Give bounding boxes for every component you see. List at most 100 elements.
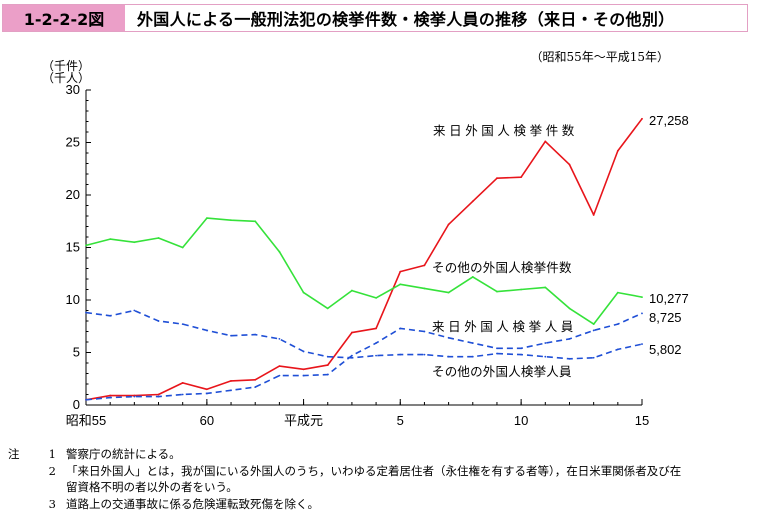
data-point <box>616 150 619 152</box>
y-unit-label: （千人） <box>42 71 90 85</box>
note-2-continued: 留資格不明の者以外の者をいう。 <box>66 480 238 494</box>
data-point <box>496 177 498 180</box>
data-point <box>616 323 619 326</box>
data-point <box>496 347 498 350</box>
data-point <box>230 389 232 392</box>
series-line-3 <box>85 312 643 401</box>
note-text: 「来日外国人」とは，我が国にいる外国人のうち，いわゆる定着居住者（永住権を有する… <box>66 463 682 478</box>
end-value-label: 27,258 <box>649 113 689 128</box>
data-point <box>133 241 136 244</box>
data-point <box>496 352 498 355</box>
x-tick-label: 15 <box>635 413 649 428</box>
x-tick-label: 60 <box>200 413 214 428</box>
y-tick-label: 25 <box>66 135 80 150</box>
y-tick-label: 10 <box>66 292 80 307</box>
data-point <box>205 388 208 391</box>
end-value-label: 5,802 <box>649 342 682 357</box>
data-point <box>568 307 571 310</box>
y-tick-label: 0 <box>73 397 80 412</box>
data-point <box>447 291 450 294</box>
data-point <box>254 220 257 223</box>
data-point <box>375 297 377 299</box>
data-point <box>278 337 281 340</box>
figure-title: 外国人による一般刑法犯の検挙件数・検挙人員の推移（来日・その他別） <box>137 10 675 29</box>
notes-label: 注 <box>8 447 20 461</box>
figure-header: 1-2-2-2図 外国人による一般刑法犯の検挙件数・検挙人員の推移（来日・その他… <box>2 4 748 32</box>
data-point <box>496 290 498 293</box>
y-tick-label: 15 <box>66 240 80 255</box>
data-point <box>351 354 353 357</box>
data-point <box>616 348 619 351</box>
data-point <box>85 311 87 314</box>
data-point <box>157 237 160 239</box>
data-point <box>351 289 353 292</box>
data-point <box>278 365 281 368</box>
y-tick-label: 5 <box>73 345 80 360</box>
data-point <box>133 309 136 312</box>
data-point <box>302 350 305 353</box>
data-point <box>471 342 474 344</box>
data-point <box>375 327 377 330</box>
data-point <box>471 200 474 203</box>
data-point <box>326 373 329 376</box>
data-point <box>109 394 112 397</box>
data-point <box>85 398 87 401</box>
data-point <box>641 117 643 120</box>
data-point <box>641 343 643 345</box>
data-point <box>423 264 426 267</box>
y-unit-label: （千件） <box>42 59 90 73</box>
note-text: 警察庁の統計による。 <box>66 447 181 461</box>
note-3: 3 道路上の交通事故に係る危険運転致死傷を除く。 <box>8 496 756 513</box>
note-1: 注 1 警察庁の統計による。 <box>8 446 756 463</box>
data-point <box>85 244 87 247</box>
data-point <box>157 320 160 322</box>
data-point <box>471 355 474 358</box>
data-point <box>133 395 136 398</box>
data-point <box>181 382 184 384</box>
data-point <box>302 368 305 371</box>
data-point <box>109 314 112 317</box>
data-point <box>399 327 402 330</box>
data-point <box>592 356 595 359</box>
data-point <box>157 395 160 398</box>
data-point <box>205 392 208 395</box>
data-point <box>568 357 571 360</box>
data-point <box>181 246 184 249</box>
data-point <box>544 342 547 344</box>
data-point <box>326 364 329 366</box>
data-point <box>568 163 571 166</box>
data-point <box>181 323 184 326</box>
data-point <box>278 250 281 253</box>
data-point <box>399 270 402 273</box>
data-point <box>302 291 305 294</box>
data-point <box>326 307 329 310</box>
note-number: 1 <box>48 447 56 461</box>
data-point <box>109 396 112 399</box>
data-point <box>351 356 353 359</box>
note-number: 3 <box>48 496 56 511</box>
data-point <box>592 329 595 332</box>
end-value-label: 10,277 <box>649 291 689 306</box>
data-point <box>375 354 377 357</box>
data-point <box>254 333 257 336</box>
data-point <box>230 379 232 382</box>
series-label-3: 来日外国人検挙人員 <box>432 320 577 334</box>
data-point <box>471 276 474 278</box>
data-point <box>181 393 184 396</box>
data-point <box>109 238 112 241</box>
note-number: 2 <box>48 463 56 478</box>
data-point <box>568 337 571 340</box>
data-point <box>520 288 523 291</box>
data-point <box>641 296 643 298</box>
data-point <box>423 330 426 333</box>
x-tick-label: 10 <box>514 413 528 428</box>
notes-section: 注 1 警察庁の統計による。 2 「来日外国人」とは，我が国にいる外国人のうち，… <box>8 446 756 512</box>
series-label-2: その他の外国人検挙件数 <box>432 260 572 275</box>
data-point <box>592 323 595 326</box>
data-point <box>278 374 281 377</box>
data-point <box>423 353 426 356</box>
data-point <box>326 355 329 358</box>
data-point <box>254 386 257 389</box>
data-point <box>375 342 377 344</box>
